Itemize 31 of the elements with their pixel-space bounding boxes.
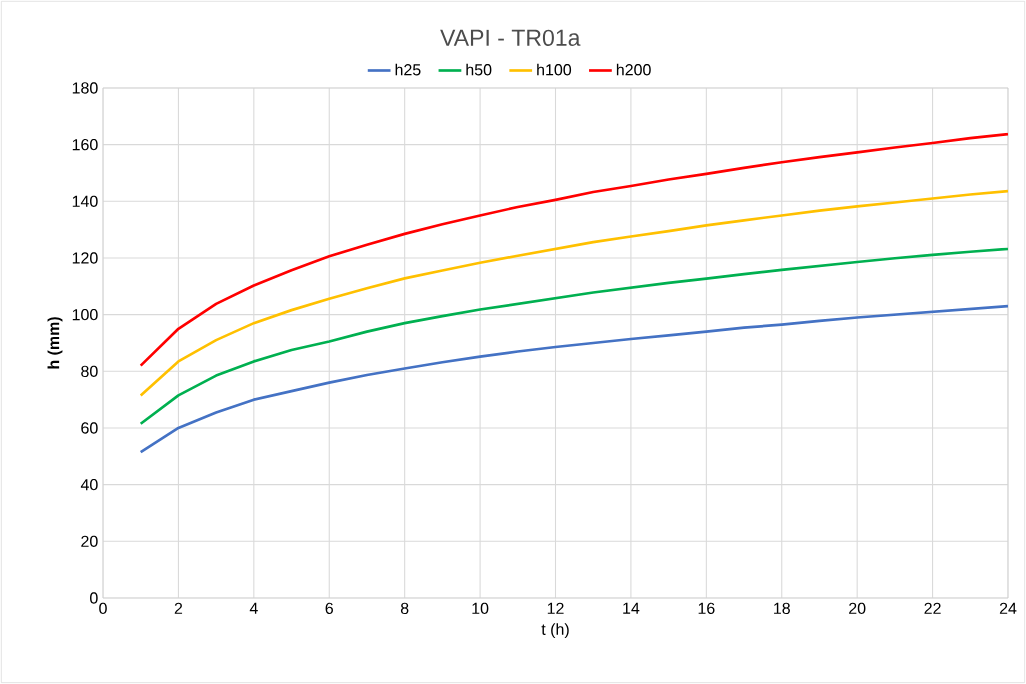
x-tick-label: 10: [472, 602, 489, 615]
y-tick-label: 160: [72, 138, 98, 151]
y-tick-label: 60: [81, 422, 98, 434]
legend-label: h200: [616, 63, 651, 76]
x-tick-label: 16: [698, 602, 715, 615]
y-tick-label: 40: [80, 478, 98, 491]
legend-label: h100: [537, 63, 572, 76]
x-tick-label: 22: [924, 602, 941, 614]
y-tick-label: 20: [81, 535, 98, 547]
x-tick-label: 4: [249, 602, 258, 614]
y-tick-label: 80: [81, 365, 98, 377]
y-tick-label: 180: [72, 82, 98, 94]
legend-label: h25: [395, 63, 421, 76]
x-axis-title: t (h): [541, 623, 569, 639]
y-tick-label: 100: [72, 309, 98, 321]
line-series: [139, 132, 1008, 367]
x-tick-label: 20: [849, 602, 866, 615]
x-tick-label: 12: [547, 602, 564, 614]
legend-label: h50: [466, 63, 492, 76]
x-tick-label: 14: [623, 602, 640, 614]
y-tick-label: 140: [72, 195, 98, 207]
y-tick-label: 120: [72, 252, 98, 264]
x-tick-label: 24: [999, 602, 1017, 614]
y-tick-label: 0: [90, 592, 98, 604]
chart-title: VAPI - TR01a: [440, 29, 581, 46]
x-tick-label: 8: [400, 602, 409, 615]
x-tick-label: 6: [325, 602, 333, 615]
x-tick-label: 0: [99, 602, 107, 615]
x-tick-label: 18: [774, 602, 790, 615]
x-tick-label: 2: [174, 602, 183, 614]
y-axis-title: h (mm): [47, 317, 63, 369]
